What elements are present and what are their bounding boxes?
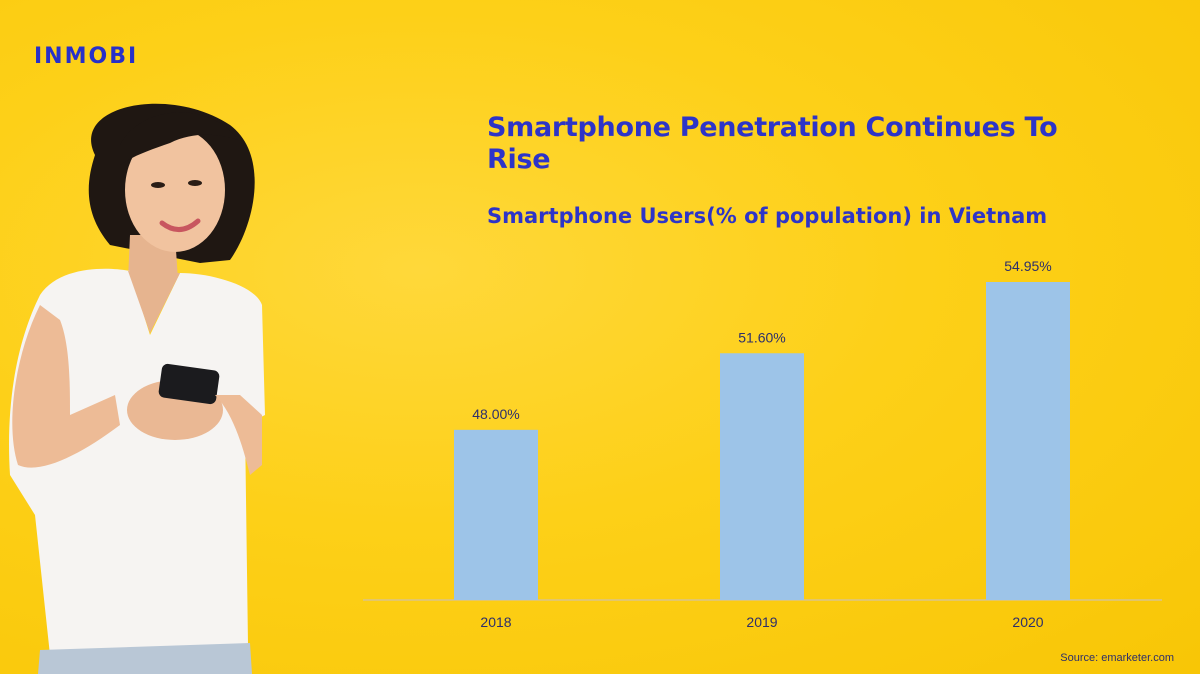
bar-2018	[454, 429, 538, 600]
woman-with-smartphone-illustration	[9, 103, 265, 674]
chart-subtitle: Smartphone Users(% of population) in Vie…	[487, 204, 1048, 228]
data-label-2019: 51.60%	[738, 329, 785, 345]
source-note: Source: emarketer.com	[1060, 652, 1174, 664]
data-label-2018: 48.00%	[472, 406, 519, 422]
x-tick-label-2019: 2019	[746, 614, 777, 630]
chart-title: Smartphone Penetration Continues To Rise	[487, 112, 1058, 175]
bar-2019	[720, 353, 804, 600]
x-tick-label-2018: 2018	[480, 614, 511, 630]
data-label-2020: 54.95%	[1004, 258, 1051, 274]
inmobi-logo: INMOBI	[34, 44, 139, 69]
x-tick-label-2020: 2020	[1012, 614, 1043, 630]
bar-2020	[986, 282, 1070, 600]
